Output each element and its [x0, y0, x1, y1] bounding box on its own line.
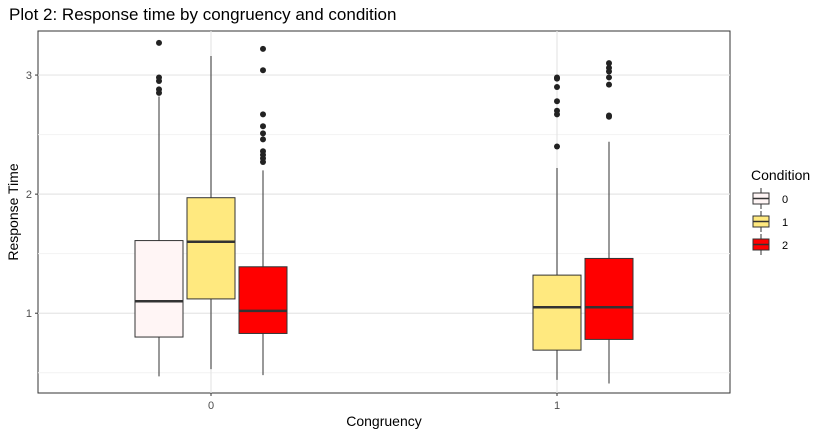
y-tick-label: 3: [26, 70, 32, 82]
x-tick-label: 0: [208, 400, 214, 412]
axis-ticks: 1 2 3 0 1: [26, 70, 560, 412]
y-tick-label: 2: [26, 189, 32, 201]
legend: Condition 0 1 2: [751, 167, 810, 255]
legend-item-1: 1: [752, 211, 788, 232]
box-series-2-cat-0: [238, 45, 288, 376]
outlier-point: [606, 81, 612, 88]
outlier-point: [260, 136, 266, 143]
outlier-point: [260, 148, 266, 155]
box: [186, 197, 236, 300]
box-groups: [134, 39, 634, 384]
box-series-1-cat-1: [532, 74, 582, 380]
box-series-0-cat-0: [134, 39, 184, 377]
legend-item-0: 0: [752, 188, 788, 209]
outlier-point: [260, 111, 266, 118]
legend-label: 1: [782, 217, 788, 229]
outlier-point: [260, 45, 266, 52]
box: [584, 257, 634, 340]
legend-item-2: 2: [752, 234, 788, 255]
outlier-point: [156, 74, 162, 81]
outlier-point: [156, 39, 162, 46]
legend-title: Condition: [751, 167, 810, 183]
outlier-point: [554, 143, 560, 150]
x-tick-label: 1: [554, 400, 560, 412]
outlier-point: [606, 112, 612, 119]
y-tick-label: 1: [26, 308, 32, 320]
outlier-point: [260, 67, 266, 74]
legend-label: 0: [782, 194, 788, 206]
outlier-point: [260, 123, 266, 130]
outlier-point: [606, 74, 612, 81]
outlier-point: [260, 130, 266, 137]
outlier-point: [606, 60, 612, 67]
outlier-point: [554, 98, 560, 105]
outlier-point: [554, 107, 560, 114]
box: [532, 274, 582, 351]
chart-title: Plot 2: Response time by congruency and …: [9, 5, 396, 24]
outlier-point: [156, 86, 162, 93]
box: [238, 266, 288, 334]
box-series-2-cat-1: [584, 60, 634, 384]
outlier-point: [554, 83, 560, 90]
box-series-1-cat-0: [186, 56, 236, 370]
legend-label: 2: [782, 240, 788, 252]
box: [134, 240, 184, 338]
outlier-point: [606, 64, 612, 71]
y-axis-title: Response Time: [5, 163, 21, 260]
outlier-point: [554, 74, 560, 81]
x-axis-title: Congruency: [346, 413, 422, 429]
